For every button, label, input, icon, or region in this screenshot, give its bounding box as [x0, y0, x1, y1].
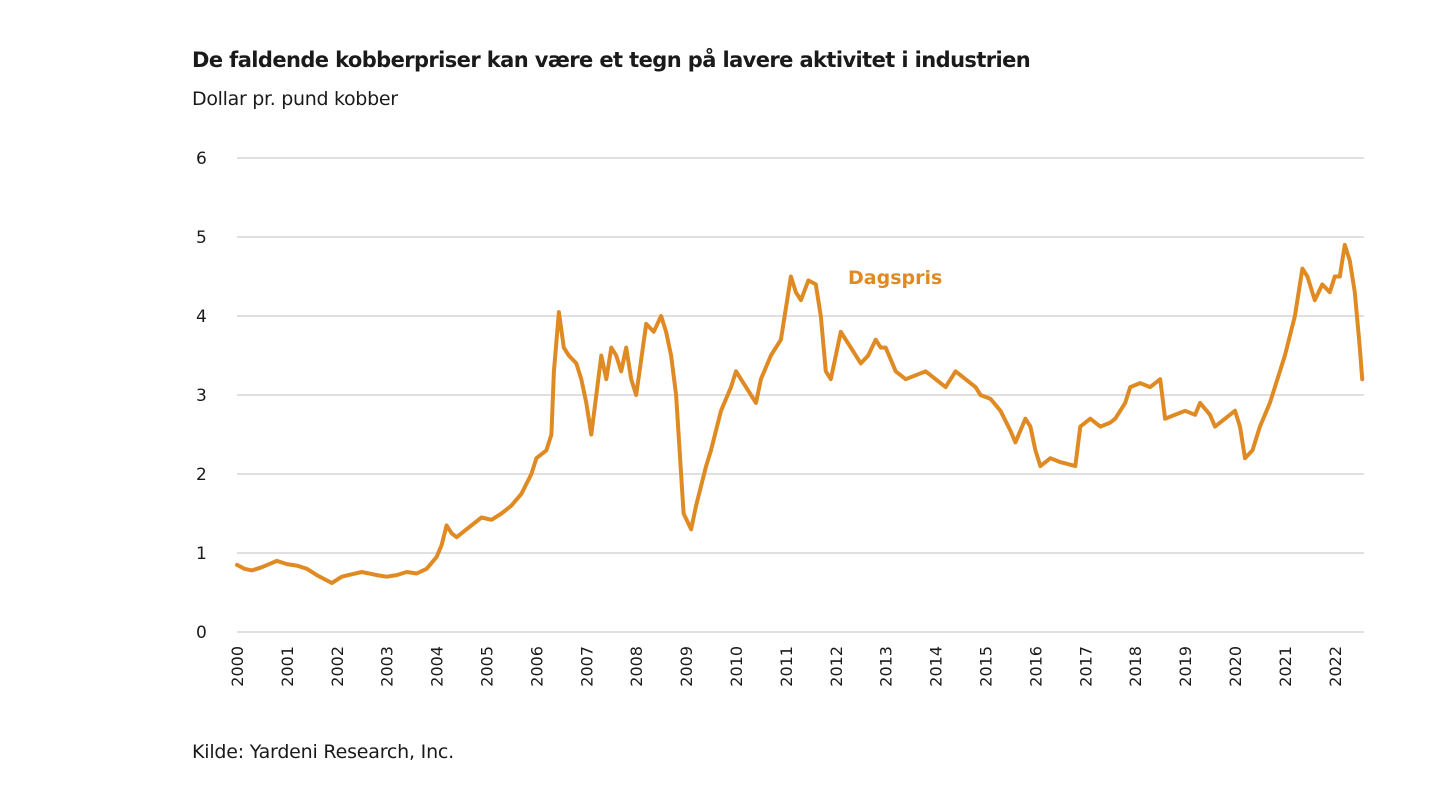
- y-tick-label: 3: [196, 386, 207, 406]
- x-tick-label: 2003: [378, 646, 397, 687]
- x-tick-label: 2020: [1226, 646, 1245, 687]
- y-tick-label: 2: [196, 465, 207, 485]
- series-label-dagspris: Dagspris: [848, 267, 942, 289]
- gridlines: [237, 157, 1364, 633]
- x-tick-label: 2016: [1026, 646, 1045, 687]
- x-tick-label: 2012: [827, 646, 846, 687]
- x-tick-label: 2010: [727, 646, 746, 687]
- source-note: Kilde: Yardeni Research, Inc.: [192, 741, 454, 763]
- x-tick-label: 2014: [927, 646, 946, 687]
- y-tick-label: 4: [196, 307, 207, 327]
- x-tick-label: 2005: [478, 646, 497, 687]
- y-tick-label: 6: [196, 149, 207, 169]
- y-tick-label: 0: [196, 623, 207, 643]
- x-tick-label: 2000: [228, 646, 247, 687]
- x-tick-label: 2022: [1326, 646, 1345, 687]
- x-tick-label: 2018: [1126, 646, 1145, 687]
- x-tick-label: 2021: [1276, 646, 1295, 687]
- x-tick-label: 2009: [677, 646, 696, 687]
- x-tick-label: 2017: [1076, 646, 1095, 687]
- x-tick-label: 2008: [627, 646, 646, 687]
- chart-title: De faldende kobberpriser kan være et teg…: [192, 48, 1031, 72]
- x-tick-label: 2013: [877, 646, 896, 687]
- x-tick-label: 2001: [278, 646, 297, 687]
- x-tick-label: 2015: [977, 646, 996, 687]
- x-tick-label: 2019: [1176, 646, 1195, 687]
- x-tick-label: 2006: [527, 646, 546, 687]
- x-axis-ticks: 2000 2001 2002 2003 2004 2005 2006 2007 2008 2009…: [228, 646, 1345, 687]
- series-group: [235, 242, 1365, 585]
- y-axis-ticks: 0 1 2 3 4 5 6: [196, 149, 207, 643]
- x-tick-label: 2007: [577, 646, 596, 687]
- chart-subtitle: Dollar pr. pund kobber: [192, 88, 398, 110]
- x-tick-label: 2004: [428, 646, 447, 687]
- y-tick-label: 1: [196, 544, 207, 564]
- x-tick-label: 2002: [328, 646, 347, 687]
- series-line-dagspris: [235, 242, 1365, 585]
- x-tick-label: 2011: [777, 646, 796, 687]
- y-tick-label: 5: [196, 228, 207, 248]
